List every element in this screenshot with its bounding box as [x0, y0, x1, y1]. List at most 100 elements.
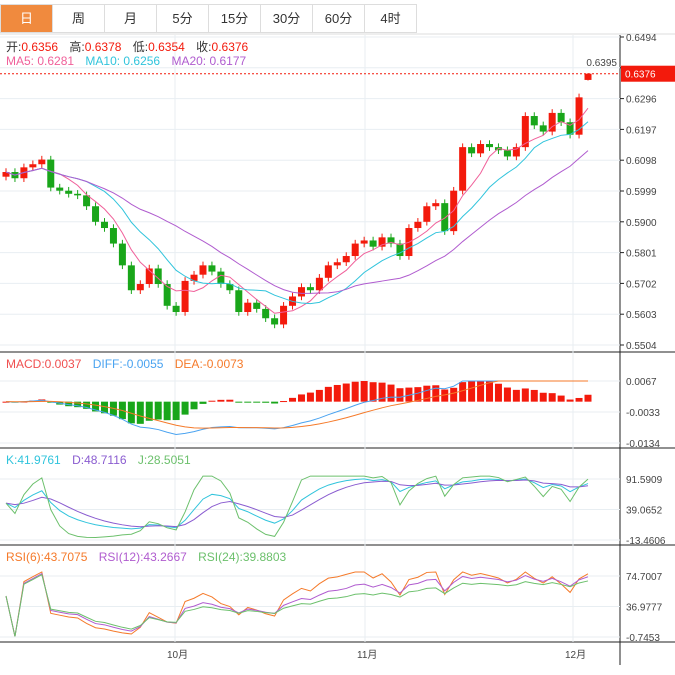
ma20-line: [5, 150, 589, 294]
macd-bar: [512, 389, 520, 402]
macd-bar: [262, 401, 270, 403]
macd-bar: [405, 387, 413, 402]
rsi12-label: RSI(12):43.2667: [98, 550, 187, 564]
candle-body: [396, 243, 404, 257]
macd-bar: [539, 392, 547, 402]
macd-bar: [11, 401, 19, 403]
x-axis-label: 10月: [167, 649, 188, 661]
macd-bar: [468, 381, 476, 402]
candle-body: [351, 243, 359, 257]
tab-4[interactable]: 15分: [208, 5, 260, 32]
macd-bar: [450, 387, 458, 402]
macd-bar: [432, 385, 440, 402]
macd-bar: [351, 381, 359, 402]
price-tick-label: 0.6494: [626, 33, 657, 44]
macd-bar: [378, 382, 386, 402]
tab-1[interactable]: 周: [52, 5, 104, 32]
candle-body: [74, 193, 82, 196]
diff-line: [5, 380, 588, 435]
macd-bar: [494, 383, 502, 402]
kdj-tick-label: -13.4606: [626, 536, 666, 547]
x-axis-label: 12月: [565, 649, 586, 661]
d-label: D:48.7116: [72, 453, 127, 467]
tab-5[interactable]: 30分: [260, 5, 312, 32]
macd-bar: [47, 401, 55, 403]
macd-bar: [584, 394, 592, 402]
high-value: 0.6378: [84, 40, 122, 54]
candle-body: [2, 172, 10, 177]
macd-bar: [190, 401, 198, 410]
candle-body: [486, 144, 494, 148]
kdj-tick-label: 91.5909: [626, 475, 663, 486]
macd-bar: [56, 401, 64, 405]
candle-body: [271, 318, 279, 325]
ohlc-info: 开:0.6356 高:0.6378 低:0.6354 收:0.6376: [6, 38, 256, 55]
macd-bar: [342, 383, 350, 402]
candle-body: [100, 221, 108, 229]
macd-bar: [289, 397, 297, 402]
candle-body: [459, 147, 467, 191]
candle-body: [468, 147, 476, 154]
rsi-tick-label: 74.7007: [626, 572, 663, 583]
candle-body: [315, 277, 323, 291]
candle-body: [584, 73, 592, 80]
macd-bar: [83, 401, 91, 409]
current-price-label: 0.6376: [625, 70, 656, 81]
macd-tick-label: 0.0067: [626, 377, 657, 388]
rsi-tick-label: 36.9777: [626, 603, 663, 614]
current-price-badge: [621, 65, 675, 82]
j-label: J:28.5051: [137, 453, 191, 467]
macd-bar: [306, 392, 314, 402]
macd-bar: [226, 399, 234, 402]
macd-bar: [38, 399, 46, 402]
candle-body: [548, 112, 556, 132]
candle-body: [566, 122, 574, 135]
ma5-label: MA5: 0.6281: [6, 54, 75, 68]
tab-6[interactable]: 60分: [312, 5, 364, 32]
macd-bar: [297, 394, 305, 402]
candle-body: [29, 164, 37, 168]
tab-0[interactable]: 日: [0, 5, 52, 32]
j-line: [5, 475, 589, 539]
x-axis-label: 11月: [357, 649, 377, 661]
candle-body: [172, 305, 180, 313]
candle-body: [575, 97, 583, 135]
macd-bar: [20, 401, 28, 403]
macd-bar: [100, 401, 108, 414]
candle-body: [244, 302, 252, 313]
rsi12-line: [5, 572, 589, 637]
macd-bar: [235, 401, 243, 403]
price-tick-label: 0.6098: [626, 156, 657, 167]
candle-body: [539, 125, 547, 132]
candle-body: [235, 290, 243, 313]
macd-bar: [280, 401, 288, 403]
macd-bar: [253, 401, 261, 403]
diff-label: DIFF:-0.0055: [92, 357, 164, 371]
macd-bar: [315, 389, 323, 402]
rsi24-line: [5, 573, 589, 637]
ma20-label: MA20: 0.6177: [171, 54, 247, 68]
candle-body: [154, 268, 162, 285]
candle-body: [494, 147, 502, 151]
macd-bar: [65, 401, 73, 407]
high-label: 高:: [69, 40, 85, 54]
candle-body: [306, 287, 314, 291]
macd-bar: [154, 401, 162, 420]
price-tick-label: 0.5504: [626, 341, 657, 352]
candle-body: [190, 274, 198, 281]
tab-3[interactable]: 5分: [156, 5, 208, 32]
candle-body: [324, 265, 332, 278]
tab-2[interactable]: 月: [104, 5, 156, 32]
price-tick-label: 0.6296: [626, 95, 657, 106]
macd-bar: [145, 401, 153, 421]
candle-body: [360, 240, 368, 244]
candle-body: [83, 195, 91, 207]
macd-tick-label: -0.0134: [626, 439, 660, 450]
macd-bar: [29, 400, 37, 402]
candle-body: [47, 159, 55, 188]
ma10-label: MA10: 0.6256: [85, 54, 161, 68]
candle-body: [181, 280, 189, 313]
macd-bar: [271, 401, 279, 404]
tab-7[interactable]: 4时: [364, 5, 416, 32]
